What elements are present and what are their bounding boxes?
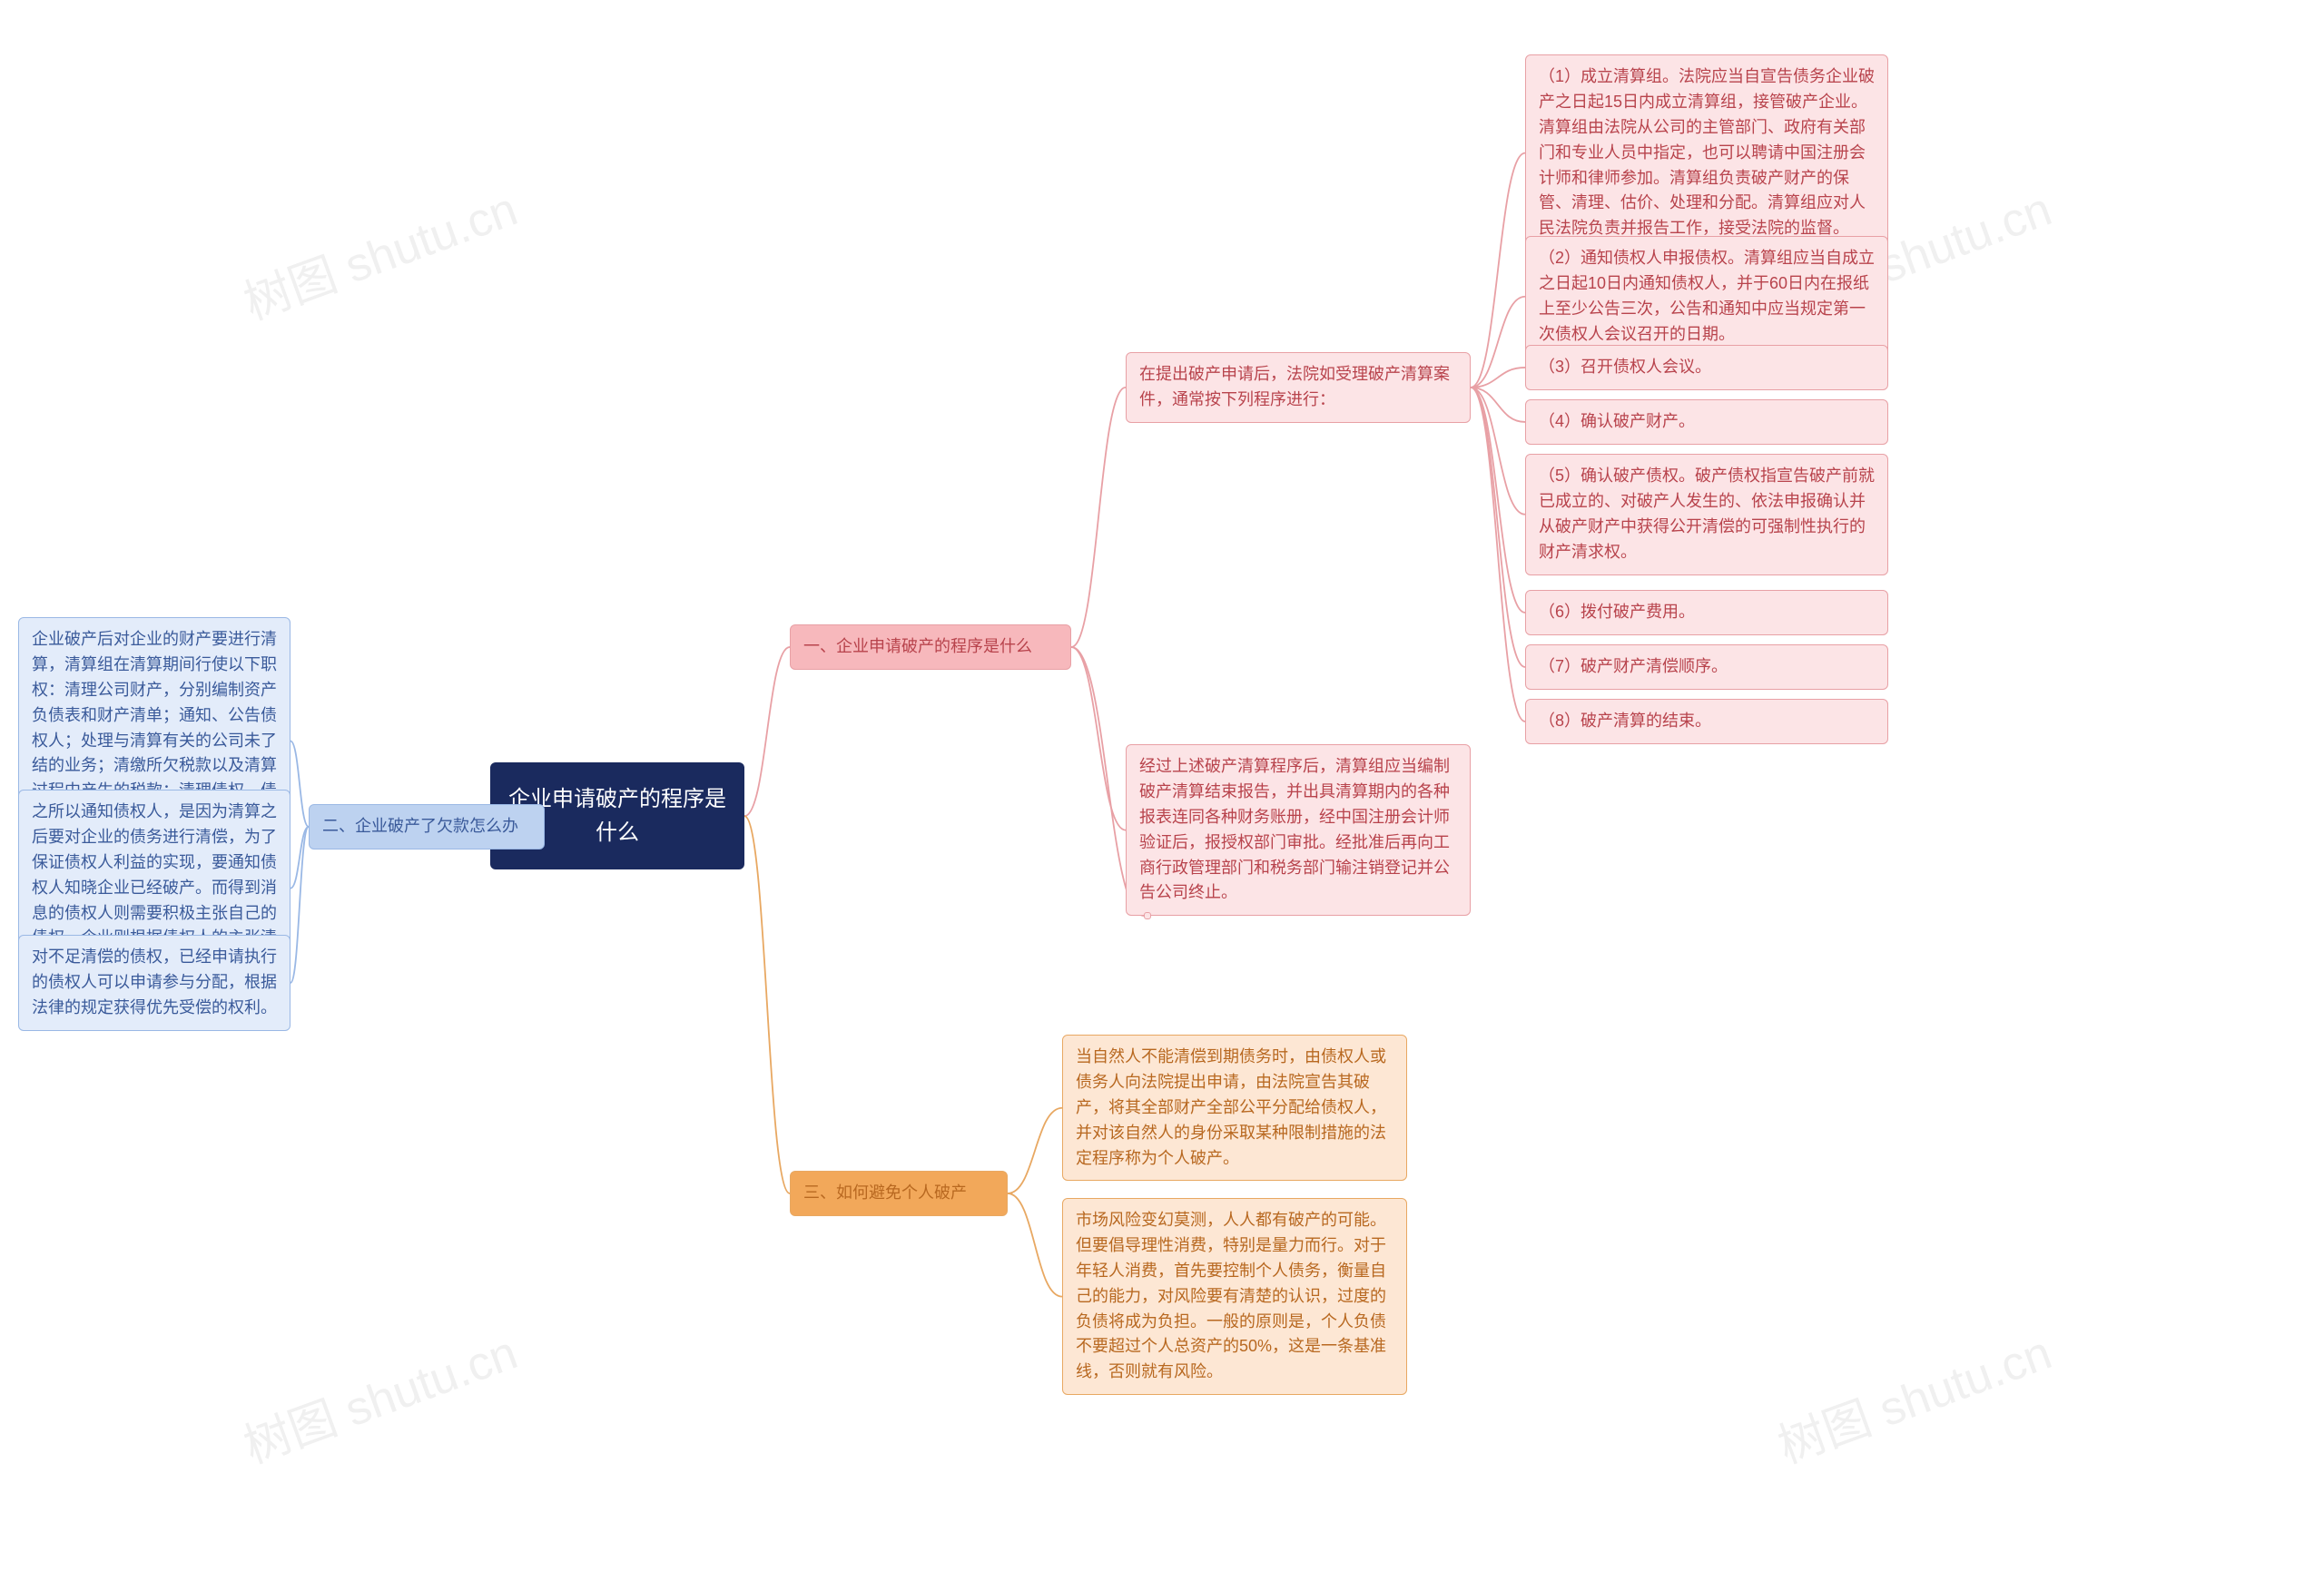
branch2-title: 二、企业破产了欠款怎么办 xyxy=(309,804,545,849)
watermark: 树图 shutu.cn xyxy=(233,1314,526,1476)
branch1-item: （8）破产清算的结束。 xyxy=(1525,699,1888,744)
branch1-intro: 在提出破产申请后，法院如受理破产清算案件，通常按下列程序进行： xyxy=(1126,352,1471,423)
branch1-item: （1）成立清算组。法院应当自宣告债务企业破产之日起15日内成立清算组，接管破产企… xyxy=(1525,54,1888,251)
branch2-item: 对不足清偿的债权，已经申请执行的债权人可以申请参与分配，根据法律的规定获得优先受… xyxy=(18,935,290,1031)
branch1-item: （2）通知债权人申报债权。清算组应当自成立之日起10日内通知债权人，并于60日内… xyxy=(1525,236,1888,358)
branch1-item: （6）拨付破产费用。 xyxy=(1525,590,1888,635)
branch1-item: （7）破产财产清偿顺序。 xyxy=(1525,644,1888,690)
branch3-item: 当自然人不能清偿到期债务时，由债权人或债务人向法院提出申请，由法院宣告其破产，将… xyxy=(1062,1035,1407,1181)
branch1-item: （3）召开债权人会议。 xyxy=(1525,345,1888,390)
branch1-title: 一、企业申请破产的程序是什么 xyxy=(790,624,1071,670)
branch1-item: （5）确认破产债权。破产债权指宣告破产前就已成立的、对破产人发生的、依法申报确认… xyxy=(1525,454,1888,575)
branch3-item: 市场风险变幻莫测，人人都有破产的可能。但要倡导理性消费，特别是量力而行。对于年轻… xyxy=(1062,1198,1407,1395)
branch1-spacer xyxy=(1144,912,1151,919)
branch1-item: （4）确认破产财产。 xyxy=(1525,399,1888,445)
branch1-closing: 经过上述破产清算程序后，清算组应当编制破产清算结束报告，并出具清算期内的各种报表… xyxy=(1126,744,1471,916)
watermark: 树图 shutu.cn xyxy=(233,171,526,332)
watermark: 树图 shutu.cn xyxy=(1768,1314,2060,1476)
branch3-title: 三、如何避免个人破产 xyxy=(790,1171,1008,1216)
